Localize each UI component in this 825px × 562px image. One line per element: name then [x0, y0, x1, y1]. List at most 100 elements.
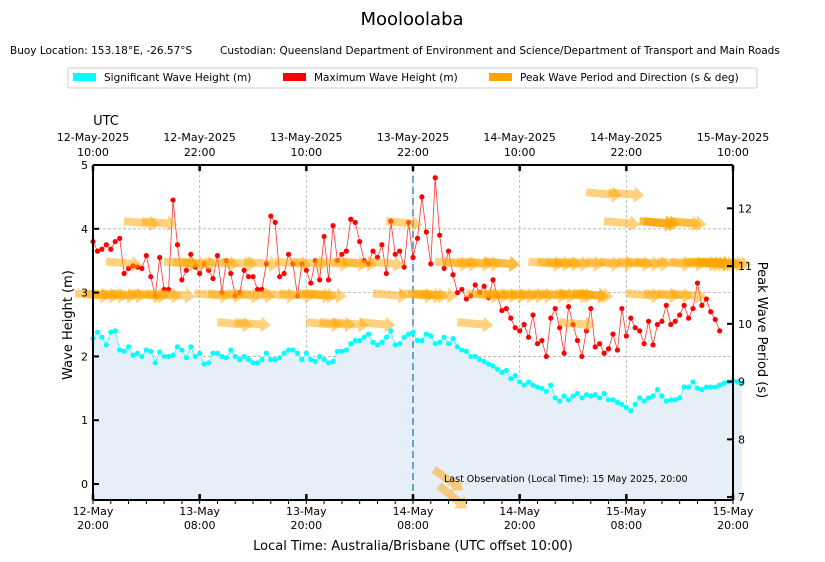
hmax-point	[499, 307, 505, 314]
top-tick-label-time: 10:00	[717, 146, 749, 159]
arrow-shape	[431, 466, 464, 491]
hmax-point	[370, 248, 376, 254]
hsig-point	[694, 385, 701, 391]
hmax-point	[183, 267, 189, 273]
hsig-point	[379, 339, 385, 345]
top-tick-label-date: 13-May-2025	[377, 131, 449, 144]
hsig-point	[548, 382, 554, 388]
hmax-point	[112, 238, 118, 245]
hsig-point	[543, 388, 549, 395]
hsig-point	[370, 339, 376, 345]
hmax-point	[397, 248, 403, 254]
hmax-point	[441, 265, 447, 271]
hsig-point	[499, 369, 505, 375]
x-tick-label-time: 20:00	[77, 519, 109, 532]
legend-swatch-tp	[489, 73, 512, 81]
hmax-point	[552, 305, 558, 312]
hsig-point	[619, 401, 625, 407]
top-tick-label-date: 13-May-2025	[270, 131, 342, 144]
hsig-point	[463, 348, 469, 354]
y2-axis-label: Peak Wave Period (s)	[754, 262, 769, 398]
hsig-point	[517, 379, 523, 385]
hmax-point	[454, 290, 461, 296]
hsig-point	[708, 384, 714, 390]
hsig-point	[161, 353, 167, 360]
y-tick-label: 1	[81, 414, 88, 427]
hsig-point	[388, 328, 394, 334]
arrow-shape	[670, 287, 707, 304]
hmax-point	[641, 341, 647, 347]
hsig-point	[712, 384, 718, 390]
hsig-point	[583, 392, 589, 398]
hsig-point	[357, 337, 363, 344]
top-tick-label-date: 15-May-2025	[697, 131, 769, 144]
hsig-point	[623, 404, 629, 411]
hsig-point	[94, 329, 101, 335]
hsig-point	[579, 395, 585, 401]
hsig-point	[637, 395, 643, 401]
hsig-point	[201, 361, 207, 367]
hsig-point	[361, 334, 367, 340]
hmax-point	[579, 353, 585, 360]
hmax-point	[228, 270, 234, 277]
top-tick-label-date: 14-May-2025	[590, 131, 662, 144]
hsig-point	[134, 350, 141, 356]
chart-title: Mooloolaba	[360, 9, 463, 30]
hmax-point	[690, 305, 696, 312]
hmax-point	[517, 328, 523, 334]
hmax-point	[392, 251, 398, 257]
hsig-point	[472, 353, 478, 360]
top-tick-label-time: 22:00	[610, 146, 642, 159]
hsig-point	[641, 398, 647, 404]
hsig-point	[321, 357, 327, 363]
hmax-point	[650, 342, 656, 348]
hsig-point	[645, 395, 652, 401]
hmax-point	[561, 350, 567, 356]
hmax-point	[548, 315, 554, 321]
hsig-point	[263, 350, 269, 356]
hmax-point	[521, 321, 527, 328]
legend-label-hsig: Significant Wave Height (m)	[104, 72, 251, 84]
hmax-point	[472, 282, 478, 288]
hsig-point	[170, 352, 176, 358]
hsig-point	[690, 379, 696, 385]
direction-arrow	[243, 255, 280, 272]
hsig-point	[308, 357, 314, 363]
hsig-point	[423, 331, 429, 337]
hmax-point	[117, 235, 123, 241]
arrow-shape	[456, 316, 494, 333]
arrow-shape	[105, 255, 143, 272]
hmax-point	[170, 197, 176, 203]
hsig-point	[232, 353, 238, 360]
hsig-point	[117, 347, 123, 353]
hmax-point	[685, 315, 692, 321]
hmax-point	[557, 325, 563, 331]
direction-arrow	[643, 215, 680, 232]
y2-tick-label: 12	[738, 202, 752, 215]
hsig-point	[334, 348, 341, 354]
hmax-point	[325, 277, 332, 283]
hsig-point	[223, 355, 229, 361]
hmax-point	[330, 223, 336, 229]
hsig-point	[485, 361, 492, 367]
hsig-point	[432, 341, 438, 347]
hsig-point	[659, 393, 665, 399]
hsig-point	[237, 357, 243, 363]
top-tick-label-date: 12-May-2025	[163, 131, 235, 144]
hsig-point	[383, 334, 389, 340]
hmax-line	[92, 177, 721, 357]
arrow-shape	[341, 255, 378, 272]
y2-tick-label: 9	[738, 376, 745, 389]
top-tick-label-time: 10:00	[290, 146, 322, 159]
hmax-point	[343, 248, 349, 254]
hsig-point	[685, 384, 692, 390]
hmax-point	[699, 302, 705, 308]
hsig-point	[525, 379, 532, 385]
hmax-point	[268, 213, 274, 219]
hmax-point	[508, 315, 514, 321]
hmax-point	[303, 267, 309, 273]
arrow-shape	[385, 215, 423, 232]
hsig-point	[250, 360, 256, 366]
hmax-point	[450, 272, 456, 278]
